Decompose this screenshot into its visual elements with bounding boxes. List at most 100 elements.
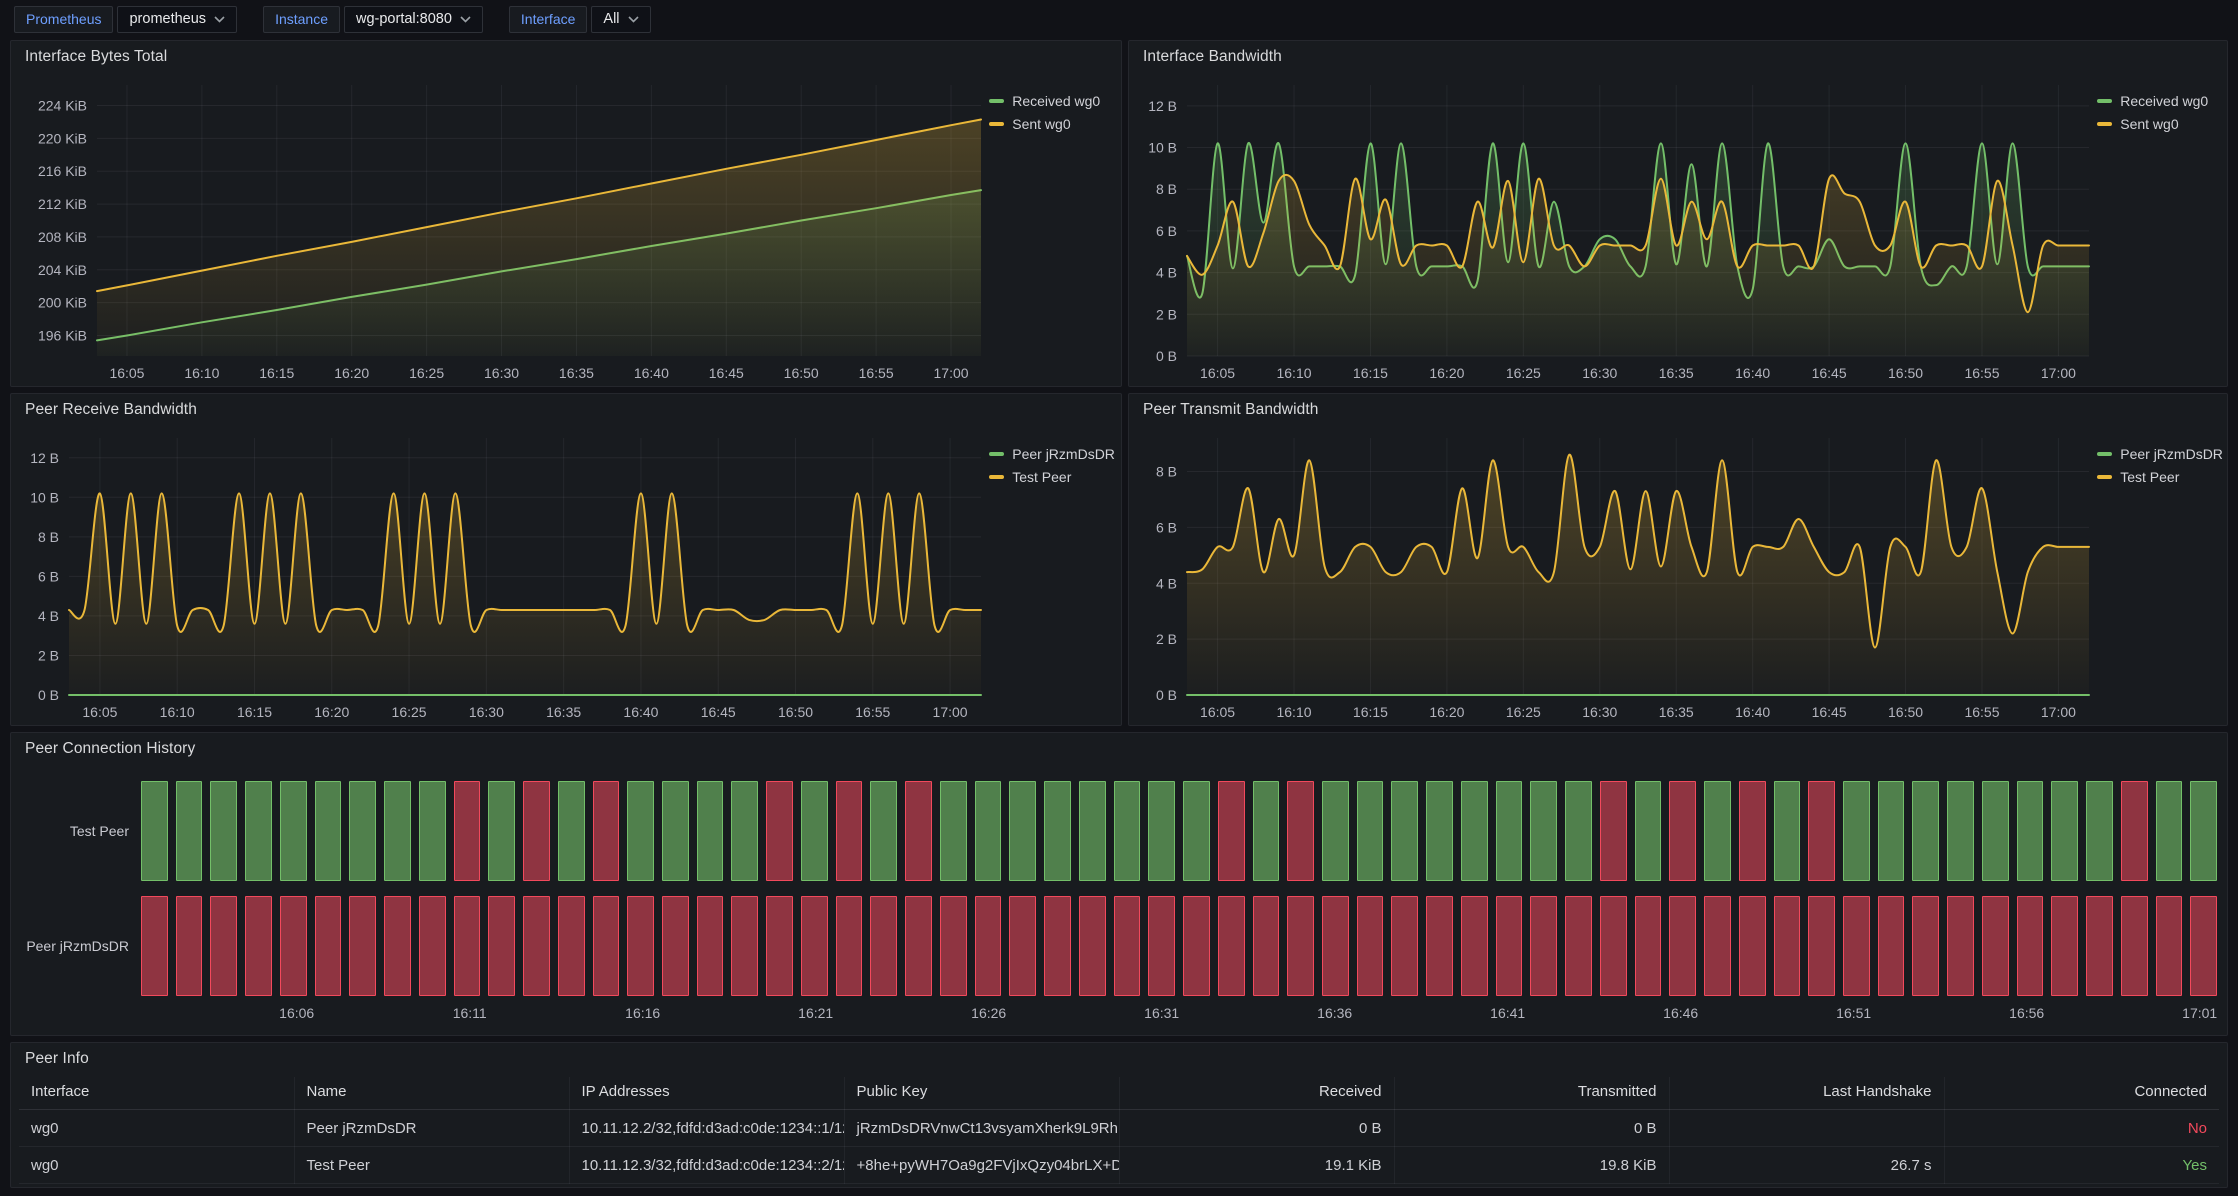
column-header[interactable]: Interface <box>19 1077 295 1110</box>
state-bar-down[interactable] <box>939 896 967 996</box>
state-bar-down[interactable] <box>314 896 342 996</box>
state-bar-up[interactable] <box>210 781 238 881</box>
state-bar-up[interactable] <box>2051 781 2079 881</box>
state-bar-down[interactable] <box>835 896 863 996</box>
state-bar-up[interactable] <box>2086 781 2113 881</box>
state-bar-down[interactable] <box>2120 781 2148 881</box>
state-bar-down[interactable] <box>1877 896 1905 996</box>
state-bar-down[interactable] <box>1981 896 2009 996</box>
column-header[interactable]: IP Addresses <box>569 1077 845 1110</box>
state-bar-down[interactable] <box>384 896 411 996</box>
state-bar-down[interactable] <box>766 781 793 881</box>
var-label-interface[interactable]: Interface <box>508 5 588 33</box>
panel-title[interactable]: Interface Bandwidth <box>1143 48 1282 65</box>
state-bar-up[interactable] <box>2155 781 2183 881</box>
state-bar-down[interactable] <box>1495 896 1523 996</box>
state-bar-down[interactable] <box>279 896 307 996</box>
state-bar-down[interactable] <box>1356 896 1384 996</box>
state-bar-down[interactable] <box>1842 896 1870 996</box>
state-bar-up[interactable] <box>1460 781 1488 881</box>
state-bar-up[interactable] <box>279 781 307 881</box>
legend-item[interactable]: Peer jRzmDsDR <box>989 446 1121 462</box>
state-bar-down[interactable] <box>557 896 585 996</box>
column-header[interactable]: Name <box>294 1077 570 1110</box>
state-bar-down[interactable] <box>905 896 932 996</box>
state-bar-up[interactable] <box>1530 781 1558 881</box>
state-bar-up[interactable] <box>488 781 516 881</box>
state-bar-up[interactable] <box>1704 781 1731 881</box>
state-bar-up[interactable] <box>245 781 272 881</box>
state-bar-down[interactable] <box>1634 896 1662 996</box>
legend-item[interactable]: Sent wg0 <box>2097 116 2227 132</box>
state-bar-up[interactable] <box>1842 781 1870 881</box>
state-bar-up[interactable] <box>1495 781 1523 881</box>
state-bar-up[interactable] <box>1078 781 1106 881</box>
state-bar-down[interactable] <box>592 896 620 996</box>
state-bar-up[interactable] <box>1044 781 1071 881</box>
state-bar-down[interactable] <box>1808 781 1835 881</box>
chart-peer-receive-bandwidth[interactable]: 0 B 2 B 4 B 6 B 8 B 10 B 12 B 16:05 16:10 16:15 16… <box>11 422 989 725</box>
state-bar-down[interactable] <box>627 896 655 996</box>
state-bar-down[interactable] <box>1530 896 1558 996</box>
panel-title[interactable]: Peer Transmit Bandwidth <box>1143 401 1319 418</box>
legend-item[interactable]: Sent wg0 <box>989 116 1121 132</box>
var-label-prometheus[interactable]: Prometheus <box>14 5 114 33</box>
state-bar-up[interactable] <box>627 781 655 881</box>
state-bar-up[interactable] <box>1252 781 1280 881</box>
chart-interface-bandwidth[interactable]: 0 B 2 B 4 B 6 B 8 B 10 B 12 B 16:05 16:10 16:15 16… <box>1129 69 2097 386</box>
state-bar-down[interactable] <box>349 896 377 996</box>
state-bar-down[interactable] <box>1217 781 1245 881</box>
state-bar-down[interactable] <box>1947 896 1974 996</box>
state-bar-up[interactable] <box>1356 781 1384 881</box>
state-bar-up[interactable] <box>418 781 446 881</box>
state-bar-down[interactable] <box>141 896 168 996</box>
state-bar-down[interactable] <box>1565 896 1592 996</box>
state-bar-down[interactable] <box>1217 896 1245 996</box>
var-dropdown-interface[interactable]: All <box>591 5 651 33</box>
state-bar-down[interactable] <box>1773 896 1801 996</box>
state-bar-down[interactable] <box>870 896 898 996</box>
state-bar-down[interactable] <box>1044 896 1071 996</box>
state-bar-down[interactable] <box>1426 896 1453 996</box>
state-bar-down[interactable] <box>523 781 550 881</box>
state-bar-up[interactable] <box>1391 781 1419 881</box>
state-bar-up[interactable] <box>662 781 689 881</box>
legend-item[interactable]: Peer jRzmDsDR <box>2097 446 2227 462</box>
state-bar-down[interactable] <box>592 781 620 881</box>
state-bar-up[interactable] <box>731 781 759 881</box>
column-header[interactable]: Received <box>1119 1077 1395 1110</box>
legend-item[interactable]: Received wg0 <box>2097 93 2227 109</box>
state-bar-down[interactable] <box>1669 781 1697 881</box>
state-bar-up[interactable] <box>349 781 377 881</box>
var-dropdown-instance[interactable]: wg-portal:8080 <box>344 5 483 33</box>
state-bar-down[interactable] <box>1599 781 1627 881</box>
state-bar-down[interactable] <box>1704 896 1731 996</box>
state-bar-down[interactable] <box>2051 896 2079 996</box>
state-bar-down[interactable] <box>800 896 828 996</box>
state-bar-down[interactable] <box>453 781 481 881</box>
state-bar-up[interactable] <box>800 781 828 881</box>
state-bar-up[interactable] <box>1877 781 1905 881</box>
state-bar-down[interactable] <box>1009 896 1037 996</box>
state-bar-down[interactable] <box>1599 896 1627 996</box>
state-bar-up[interactable] <box>2190 781 2218 881</box>
state-bar-down[interactable] <box>1183 896 1210 996</box>
state-bar-up[interactable] <box>141 781 168 881</box>
var-dropdown-datasource[interactable]: prometheus <box>117 5 238 33</box>
state-bar-down[interactable] <box>2190 896 2218 996</box>
panel-title[interactable]: Peer Info <box>25 1050 89 1067</box>
column-header[interactable]: Transmitted <box>1394 1077 1670 1110</box>
state-bar-down[interactable] <box>488 896 516 996</box>
state-bar-down[interactable] <box>1808 896 1835 996</box>
state-bar-down[interactable] <box>523 896 550 996</box>
state-bar-down[interactable] <box>974 896 1002 996</box>
state-bar-down[interactable] <box>1252 896 1280 996</box>
state-bar-up[interactable] <box>557 781 585 881</box>
state-bar-up[interactable] <box>1426 781 1453 881</box>
state-bar-down[interactable] <box>2155 896 2183 996</box>
state-bar-up[interactable] <box>1321 781 1349 881</box>
panel-title[interactable]: Peer Connection History <box>25 740 196 757</box>
column-header[interactable]: Last Handshake <box>1669 1077 1945 1110</box>
state-bar-up[interactable] <box>1148 781 1176 881</box>
legend-item[interactable]: Test Peer <box>2097 469 2227 485</box>
